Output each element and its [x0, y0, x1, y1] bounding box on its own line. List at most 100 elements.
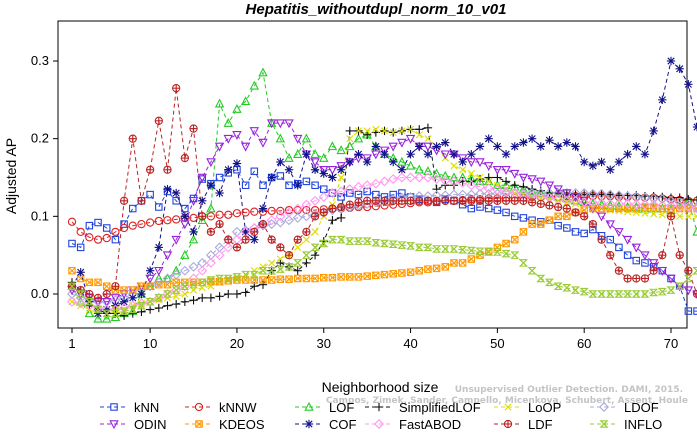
data-point-odin: [544, 181, 555, 191]
data-point-ldof: [544, 188, 555, 199]
data-point-ldf: [354, 198, 363, 207]
data-point-inflo: [145, 298, 155, 306]
legend-item-cof: COF: [295, 417, 357, 432]
data-point-ldf: [536, 199, 545, 209]
y-tick-label: 0.0: [31, 286, 49, 301]
data-point-fastabod: [214, 250, 225, 261]
data-point-fastabod: [388, 174, 399, 185]
data-point-simplifiedlof: [415, 125, 424, 134]
data-point-knnw: [93, 235, 103, 244]
data-point-knn: [623, 251, 632, 259]
data-point-fastabod: [205, 257, 216, 268]
data-point-simplifiedlof: [241, 288, 250, 297]
data-point-simplifiedlof: [328, 216, 337, 225]
data-point-knn: [580, 229, 588, 238]
data-point-knn: [276, 172, 285, 180]
data-point-simplifiedlof: [163, 301, 172, 310]
data-point-ldf: [319, 208, 328, 217]
data-point-ldf: [102, 289, 111, 299]
legend-marker-fastabod: [374, 419, 384, 429]
data-point-inflo: [319, 239, 329, 248]
legend-marker-lof: [304, 401, 314, 411]
data-point-kdeos: [467, 255, 476, 263]
data-point-loop: [415, 131, 423, 139]
legend-marker-simplifiedlof: [374, 402, 384, 412]
data-point-inflo: [249, 270, 259, 279]
legend-marker-kdeos: [195, 420, 203, 428]
data-point-odin: [483, 162, 494, 172]
data-point-kdeos: [259, 276, 267, 284]
data-point-cof: [328, 173, 337, 182]
data-point-knn: [606, 235, 614, 244]
data-point-fastabod: [448, 176, 459, 187]
data-point-loop: [172, 292, 180, 300]
data-point-knn: [181, 204, 189, 213]
data-point-lof: [284, 152, 294, 162]
data-point-ldf: [406, 196, 415, 205]
data-point-inflo: [171, 286, 181, 294]
data-point-fastabod: [197, 265, 208, 276]
data-point-ldf: [163, 165, 172, 174]
data-point-inflo: [301, 251, 311, 259]
data-point-inflo: [362, 237, 372, 245]
legend-item-knn: kNN: [100, 400, 159, 415]
data-point-kdeos: [458, 259, 467, 267]
data-point-simplifiedlof: [293, 266, 302, 275]
data-point-fastabod: [596, 198, 607, 209]
data-point-knnw: [224, 210, 233, 219]
data-point-kdeos: [415, 266, 423, 275]
data-point-lof: [536, 187, 546, 197]
data-point-odin: [284, 119, 294, 129]
data-point-odin: [188, 197, 199, 206]
legend-item-loop: LoOP: [494, 400, 561, 415]
data-point-inflo: [110, 309, 120, 318]
data-point-inflo: [379, 239, 390, 248]
data-point-ldf: [250, 227, 259, 237]
data-point-loop: [337, 173, 345, 182]
data-point-ldof: [648, 193, 659, 204]
legend-label-ldof: LDOF: [624, 400, 659, 415]
data-point-cof: [588, 161, 598, 171]
data-point-lof: [249, 80, 260, 90]
data-point-odin: [223, 134, 233, 144]
data-point-lof: [310, 149, 320, 158]
data-point-ldf: [441, 196, 450, 205]
data-point-ldf: [137, 196, 146, 205]
data-point-lof: [188, 234, 199, 244]
data-point-loop: [467, 170, 475, 178]
data-point-ldf: [198, 212, 207, 221]
data-point-lof: [180, 249, 190, 259]
data-point-cof: [371, 142, 381, 151]
data-point-fastabod: [336, 186, 347, 197]
data-point-ldof: [162, 273, 173, 284]
data-point-cof: [345, 157, 354, 167]
data-point-loop: [354, 127, 363, 135]
data-point-simplifiedlof: [501, 177, 511, 186]
data-point-odin: [102, 298, 112, 307]
data-point-fastabod: [179, 281, 190, 292]
data-point-knnw: [163, 216, 172, 225]
data-point-inflo: [623, 290, 633, 298]
data-point-fastabod: [310, 195, 321, 206]
data-point-fastabod: [605, 198, 616, 209]
data-point-knn: [328, 189, 337, 197]
data-point-lof: [275, 133, 286, 143]
legend-marker-loop: [504, 403, 512, 411]
data-point-knn: [493, 206, 502, 214]
data-point-lof: [232, 103, 242, 113]
data-point-loop: [615, 207, 623, 215]
data-point-cof: [640, 150, 650, 159]
data-point-fastabod: [266, 215, 277, 226]
data-point-ldof: [674, 197, 685, 208]
plot-frame: [57, 20, 688, 329]
data-point-inflo: [293, 259, 303, 267]
data-point-kdeos: [545, 216, 554, 224]
data-point-knn: [684, 307, 693, 315]
data-point-odin: [145, 274, 155, 284]
legend-label-odin: ODIN: [134, 417, 167, 432]
data-point-cof: [102, 305, 111, 314]
data-point-ldf: [215, 219, 224, 229]
data-point-inflo: [275, 265, 285, 273]
data-point-ldf: [276, 243, 285, 252]
data-point-knn: [259, 181, 267, 190]
